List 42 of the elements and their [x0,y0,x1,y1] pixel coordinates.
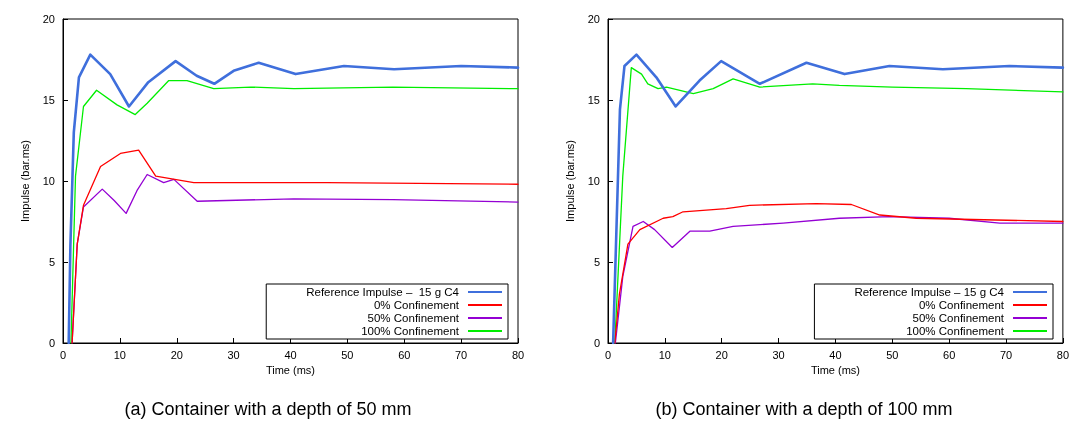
x-tick-label: 60 [398,348,411,361]
x-tick-label: 10 [658,348,671,361]
y-tick-label: 0 [48,337,55,349]
x-tick-label: 50 [341,348,354,361]
y-tick-label: 20 [42,13,55,25]
legend-label: 50% Confinement [367,312,460,324]
x-tick-label: 80 [511,348,525,361]
x-tick-label: 70 [455,348,468,361]
y-tick-label: 10 [42,175,55,187]
x-tick-label: 0 [59,348,67,361]
x-tick-label: 30 [772,348,785,361]
x-tick-label: 60 [943,348,956,361]
y-axis-title: Impulse (bar.ms) [18,140,31,222]
y-tick-label: 20 [587,13,600,25]
y-tick-label: 0 [593,337,600,349]
x-tick-label: 20 [170,348,183,361]
legend-label: Reference Impulse – 15 g C4 [306,286,460,298]
legend-label: 50% Confinement [912,312,1005,324]
x-tick-label: 40 [829,348,842,361]
x-tick-label: 30 [227,348,240,361]
y-axis-title: Impulse (bar.ms) [563,140,576,222]
x-tick-label: 0 [604,348,612,361]
x-tick-label: 40 [284,348,297,361]
y-tick-label: 5 [48,256,55,268]
x-axis-title: Time (ms) [810,364,860,377]
y-tick-label: 10 [587,175,600,187]
x-tick-label: 80 [1056,348,1070,361]
legend-label: 100% Confinement [361,325,460,337]
legend-label: 0% Confinement [918,299,1005,311]
x-tick-label: 70 [999,348,1013,361]
y-tick-label: 15 [42,94,55,106]
x-tick-label: 50 [886,348,899,361]
text: (a) Container with a depth of 50 mm [124,399,412,419]
y-tick-label: 5 [593,256,600,268]
legend-label: 0% Confinement [373,299,460,311]
legend-label: 100% Confinement [906,325,1005,337]
x-tick-label: 20 [715,348,728,361]
text: (b) Container with a depth of 100 mm [655,399,953,419]
legend-label: Reference Impulse – 15 g C4 [854,286,1005,298]
x-axis-title: Time (ms) [265,364,316,377]
y-tick-label: 15 [587,94,600,106]
x-tick-label: 10 [113,348,126,361]
